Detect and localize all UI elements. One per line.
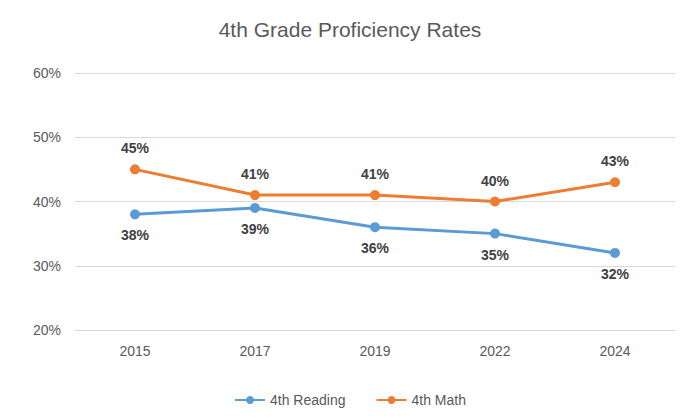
svg-text:30%: 30% xyxy=(33,258,61,274)
svg-text:4th Reading: 4th Reading xyxy=(270,392,346,408)
svg-text:50%: 50% xyxy=(33,129,61,145)
svg-text:43%: 43% xyxy=(601,153,630,169)
svg-text:32%: 32% xyxy=(601,266,630,282)
svg-text:2022: 2022 xyxy=(479,343,510,359)
svg-text:41%: 41% xyxy=(241,166,270,182)
svg-text:2019: 2019 xyxy=(359,343,390,359)
svg-text:38%: 38% xyxy=(121,227,150,243)
svg-text:35%: 35% xyxy=(481,247,510,263)
svg-text:36%: 36% xyxy=(361,240,390,256)
svg-text:4th Math: 4th Math xyxy=(412,392,466,408)
svg-text:40%: 40% xyxy=(33,194,61,210)
svg-text:2015: 2015 xyxy=(119,343,150,359)
svg-text:2017: 2017 xyxy=(239,343,270,359)
svg-text:4th Grade Proficiency Rates: 4th Grade Proficiency Rates xyxy=(219,18,482,41)
svg-text:20%: 20% xyxy=(33,322,61,338)
svg-text:60%: 60% xyxy=(33,65,61,81)
svg-text:2024: 2024 xyxy=(599,343,630,359)
svg-text:40%: 40% xyxy=(481,173,510,189)
svg-text:41%: 41% xyxy=(361,166,390,182)
svg-text:45%: 45% xyxy=(121,140,150,156)
svg-text:39%: 39% xyxy=(241,221,270,237)
